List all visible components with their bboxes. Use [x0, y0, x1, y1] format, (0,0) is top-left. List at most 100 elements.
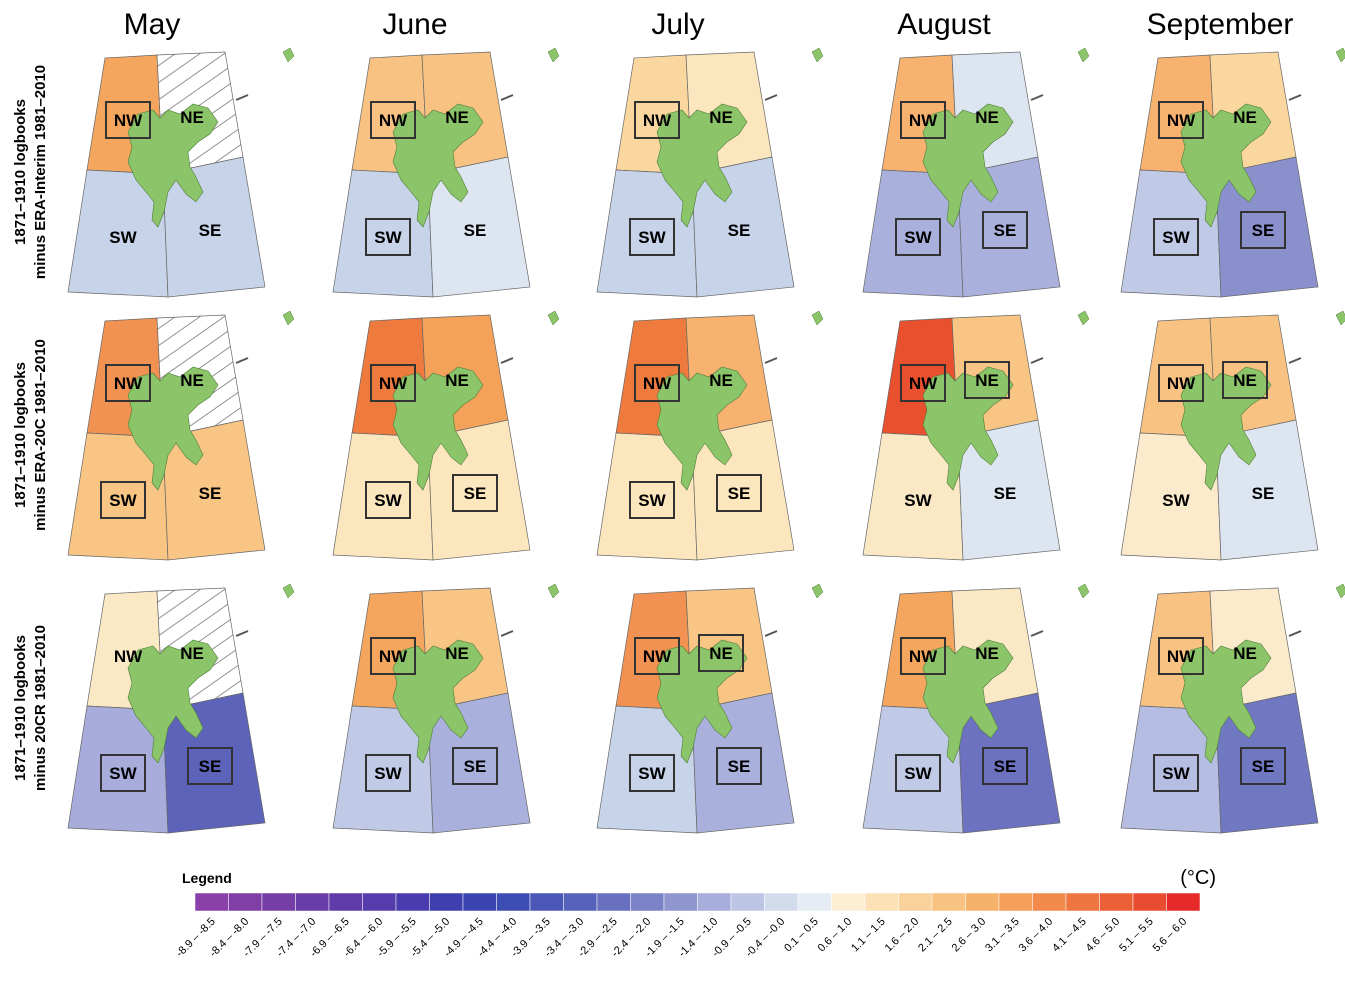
legend-tick-label: 2.6 – 3.0	[950, 916, 989, 955]
region-label: SE	[464, 221, 487, 240]
region-box	[100, 754, 146, 792]
region-label: NW	[1167, 647, 1196, 666]
region-box	[1222, 361, 1268, 399]
region-box	[895, 754, 941, 792]
legend-title: Legend	[182, 870, 232, 886]
region-label: NE	[975, 644, 999, 663]
column-title: May	[124, 8, 181, 41]
region-box	[1153, 754, 1199, 792]
region-box	[370, 637, 416, 675]
region-box	[634, 364, 680, 402]
region-box	[365, 218, 411, 256]
region-label: SE	[994, 484, 1017, 503]
island	[235, 630, 249, 637]
legend-swatch	[295, 892, 330, 912]
region-label: SE	[728, 221, 751, 240]
region-label: NE	[180, 644, 204, 663]
region-label: SW	[374, 228, 402, 247]
region-box	[900, 364, 946, 402]
island	[764, 630, 778, 637]
legend-tick-label: 1.6 – 2.0	[883, 916, 922, 955]
legend-tick-label: 5.6 – 6.0	[1151, 916, 1190, 955]
row-label: minus ERA-Interim 1981–2010	[32, 65, 49, 279]
region-box	[1158, 637, 1204, 675]
legend-swatch	[1132, 892, 1167, 912]
map-panel: NW NE SW SE	[596, 47, 824, 298]
region-box	[100, 481, 146, 519]
region-box	[105, 101, 151, 139]
region-label: NE	[975, 108, 999, 127]
legend-swatch	[697, 892, 732, 912]
island	[811, 310, 824, 326]
map-panel: NW NE SW SE	[1120, 310, 1345, 561]
legend-tick-label: 1.1 – 1.5	[849, 916, 888, 955]
region-label: SW	[1162, 228, 1190, 247]
region-label: NW	[379, 111, 408, 130]
island	[764, 94, 778, 101]
legend-swatch	[1032, 892, 1067, 912]
region-label: SW	[109, 228, 137, 247]
island	[1335, 47, 1345, 63]
legend-unit: (°C)	[1180, 867, 1216, 889]
region-label: SE	[1252, 484, 1275, 503]
map-panel: NW NE SW SE	[596, 583, 824, 834]
map-panel: NW NE SW SE	[332, 583, 560, 834]
region-box	[634, 637, 680, 675]
region-label: NE	[445, 371, 469, 390]
legend-swatch	[328, 892, 363, 912]
legend-swatch	[831, 892, 866, 912]
region-label: SW	[904, 228, 932, 247]
island	[1030, 94, 1044, 101]
region-box	[187, 747, 233, 785]
island	[1335, 583, 1345, 599]
region-label: SE	[464, 757, 487, 776]
map-panel: NW NE SW SE	[862, 310, 1090, 561]
region-label: SW	[1162, 764, 1190, 783]
region-label: SE	[199, 484, 222, 503]
legend-tick-label: 3.6 – 4.0	[1017, 916, 1056, 955]
legend-swatch	[1065, 892, 1100, 912]
region-label: NW	[379, 374, 408, 393]
region-label: SE	[994, 757, 1017, 776]
region-box	[634, 101, 680, 139]
island	[547, 310, 560, 326]
legend-swatch	[194, 892, 229, 912]
region-label: SW	[109, 764, 137, 783]
legend-tick-label: 0.6 – 1.0	[816, 916, 855, 955]
map-panel: NW NE SW SE	[67, 583, 295, 834]
region-label: NW	[1167, 374, 1196, 393]
legend-swatch	[998, 892, 1033, 912]
region-label: NE	[180, 108, 204, 127]
region-label: SE	[1252, 757, 1275, 776]
region-box	[982, 747, 1028, 785]
island	[235, 357, 249, 364]
legend-swatch	[395, 892, 430, 912]
region-label: SW	[374, 491, 402, 510]
region-label: NW	[1167, 111, 1196, 130]
column-title: July	[651, 8, 704, 41]
region-label: NW	[643, 647, 672, 666]
legend-swatch	[764, 892, 799, 912]
region-box	[365, 754, 411, 792]
region-box	[1158, 364, 1204, 402]
legend-swatch	[429, 892, 464, 912]
legend-swatch	[496, 892, 531, 912]
region-label: SW	[1162, 491, 1190, 510]
region-label: SW	[638, 228, 666, 247]
region-label: NE	[445, 108, 469, 127]
svalbard-land	[127, 639, 219, 764]
column-title: June	[382, 8, 447, 41]
region-label: SE	[464, 484, 487, 503]
region-label: NW	[909, 374, 938, 393]
region-label: SE	[1252, 221, 1275, 240]
legend-swatch	[228, 892, 263, 912]
island	[1288, 357, 1302, 364]
legend-swatch	[797, 892, 832, 912]
region-label: NE	[180, 371, 204, 390]
region-box	[716, 747, 762, 785]
map-panel: NW NE SW SE	[862, 47, 1090, 298]
region-box	[698, 634, 744, 672]
legend-tick-label: 3.1 – 3.5	[983, 916, 1022, 955]
island	[282, 310, 295, 326]
